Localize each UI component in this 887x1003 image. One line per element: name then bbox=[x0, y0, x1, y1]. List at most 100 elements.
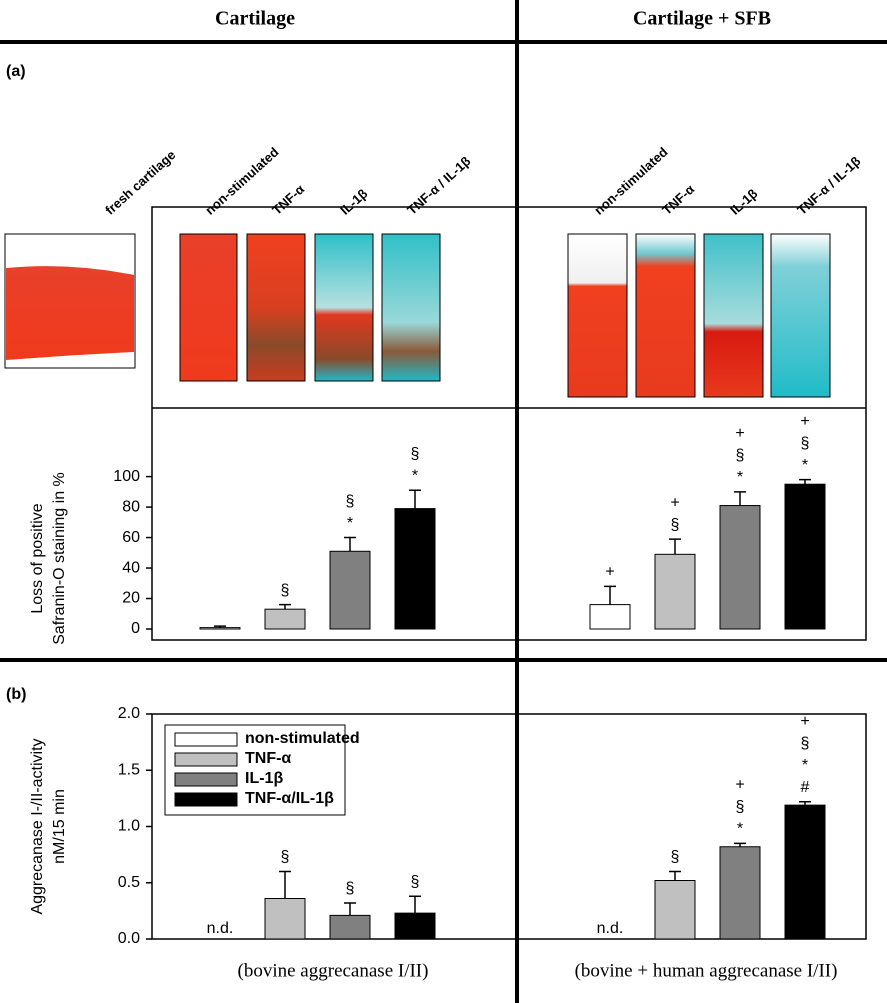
error-bar bbox=[409, 895, 421, 914]
group-caption: (bovine aggrecanase I/II) bbox=[238, 960, 429, 981]
image-label: IL-1β bbox=[337, 186, 370, 218]
bar bbox=[654, 880, 696, 940]
annotation: * bbox=[737, 469, 743, 486]
image-label: TNF-α / IL-1β bbox=[404, 153, 473, 217]
annotation: § bbox=[671, 849, 680, 866]
legend: non-stimulated TNF-α IL-1β TNF-α/IL-1β bbox=[164, 724, 360, 816]
y-axis-label: Safranin-O staining in % bbox=[51, 472, 68, 645]
error-bar bbox=[279, 870, 291, 899]
value-label: n.d. bbox=[207, 920, 234, 937]
annotation: § bbox=[736, 447, 745, 464]
annotation: § bbox=[801, 435, 810, 452]
image-label: IL-1β bbox=[727, 186, 760, 218]
annotation: # bbox=[801, 779, 810, 796]
bar bbox=[264, 608, 306, 630]
annotation: § bbox=[411, 446, 420, 463]
legend-label: TNF-α/IL-1β bbox=[245, 790, 334, 807]
bar bbox=[329, 914, 371, 940]
error-bar bbox=[734, 842, 746, 847]
annotation: * bbox=[347, 515, 353, 532]
panel-label: (b) bbox=[6, 686, 26, 703]
legend-swatch bbox=[174, 772, 238, 787]
group-caption: (bovine + human aggrecanase I/II) bbox=[575, 960, 838, 981]
annotation: § bbox=[411, 873, 420, 890]
bar bbox=[784, 804, 826, 940]
annotation: * bbox=[737, 821, 743, 838]
legend-swatch bbox=[174, 792, 238, 807]
legend-label: IL-1β bbox=[245, 770, 283, 787]
annotation: § bbox=[281, 849, 290, 866]
error-bar bbox=[799, 478, 811, 485]
annotation: * bbox=[802, 757, 808, 774]
panel-label: (a) bbox=[6, 63, 26, 80]
bar bbox=[394, 912, 436, 940]
annotation: § bbox=[346, 493, 355, 510]
y-tick-label: 60 bbox=[122, 529, 140, 546]
image-label: TNF-α bbox=[269, 181, 307, 217]
y-tick-label: 20 bbox=[122, 590, 140, 607]
y-axis-label: Aggrecanase I-/II-activity bbox=[29, 738, 46, 914]
error-bar bbox=[214, 625, 226, 628]
annotation: § bbox=[671, 516, 680, 533]
bar bbox=[394, 508, 436, 630]
y-tick-label: 1.0 bbox=[118, 818, 140, 835]
panel-frame bbox=[151, 206, 867, 641]
y-tick-label: 0.0 bbox=[118, 930, 140, 947]
error-bar bbox=[799, 801, 811, 806]
legend-label: TNF-α bbox=[245, 750, 291, 767]
column-header: Cartilage bbox=[215, 8, 295, 30]
annotation: § bbox=[736, 799, 745, 816]
annotation: + bbox=[670, 494, 679, 511]
bar bbox=[199, 627, 241, 630]
image bbox=[635, 233, 696, 398]
annotation: + bbox=[800, 713, 809, 730]
image bbox=[703, 233, 764, 398]
image-label: TNF-α bbox=[659, 181, 697, 217]
plots: non-stimulated TNF-α IL-1β TNF-α / IL-1β non… bbox=[29, 144, 863, 947]
image bbox=[567, 233, 628, 398]
image-label: TNF-α / IL-1β bbox=[794, 153, 863, 217]
y-tick-label: 0 bbox=[131, 620, 140, 637]
image bbox=[770, 233, 831, 398]
bar bbox=[329, 550, 371, 630]
value-label: n.d. bbox=[597, 920, 624, 937]
column-header: Cartilage + SFB bbox=[633, 8, 771, 30]
annotation: + bbox=[605, 564, 614, 581]
y-tick-label: 40 bbox=[122, 559, 140, 576]
annotation: + bbox=[735, 425, 744, 442]
error-bar bbox=[344, 536, 356, 552]
error-bar bbox=[669, 538, 681, 555]
bar bbox=[719, 505, 761, 630]
error-bar bbox=[604, 585, 616, 605]
y-tick-label: 100 bbox=[113, 468, 140, 485]
error-bar bbox=[344, 902, 356, 916]
image bbox=[179, 233, 238, 382]
bar bbox=[589, 604, 631, 630]
legend-label: non-stimulated bbox=[245, 730, 360, 747]
annotation: * bbox=[412, 468, 418, 485]
annotation: § bbox=[346, 880, 355, 897]
image bbox=[246, 233, 306, 382]
bar bbox=[264, 898, 306, 940]
image bbox=[314, 233, 374, 382]
error-bar bbox=[279, 603, 291, 610]
y-axis-label: nM/15 min bbox=[51, 789, 68, 864]
legend-swatch bbox=[174, 732, 238, 747]
y-axis-label: Loss of positive bbox=[29, 503, 46, 613]
y-tick-label: 0.5 bbox=[118, 874, 140, 891]
annotation: + bbox=[735, 777, 744, 794]
error-bar bbox=[734, 491, 746, 506]
histology bbox=[4, 206, 867, 940]
annotation: * bbox=[802, 457, 808, 474]
y-tick-label: 1.5 bbox=[118, 761, 140, 778]
legend-swatch bbox=[174, 752, 238, 767]
error-bar bbox=[409, 489, 421, 509]
annotation: § bbox=[801, 735, 810, 752]
image bbox=[6, 266, 134, 360]
y-tick-label: 2.0 bbox=[118, 705, 140, 722]
bar bbox=[654, 553, 696, 630]
error-bar bbox=[669, 870, 681, 881]
bar bbox=[784, 483, 826, 630]
